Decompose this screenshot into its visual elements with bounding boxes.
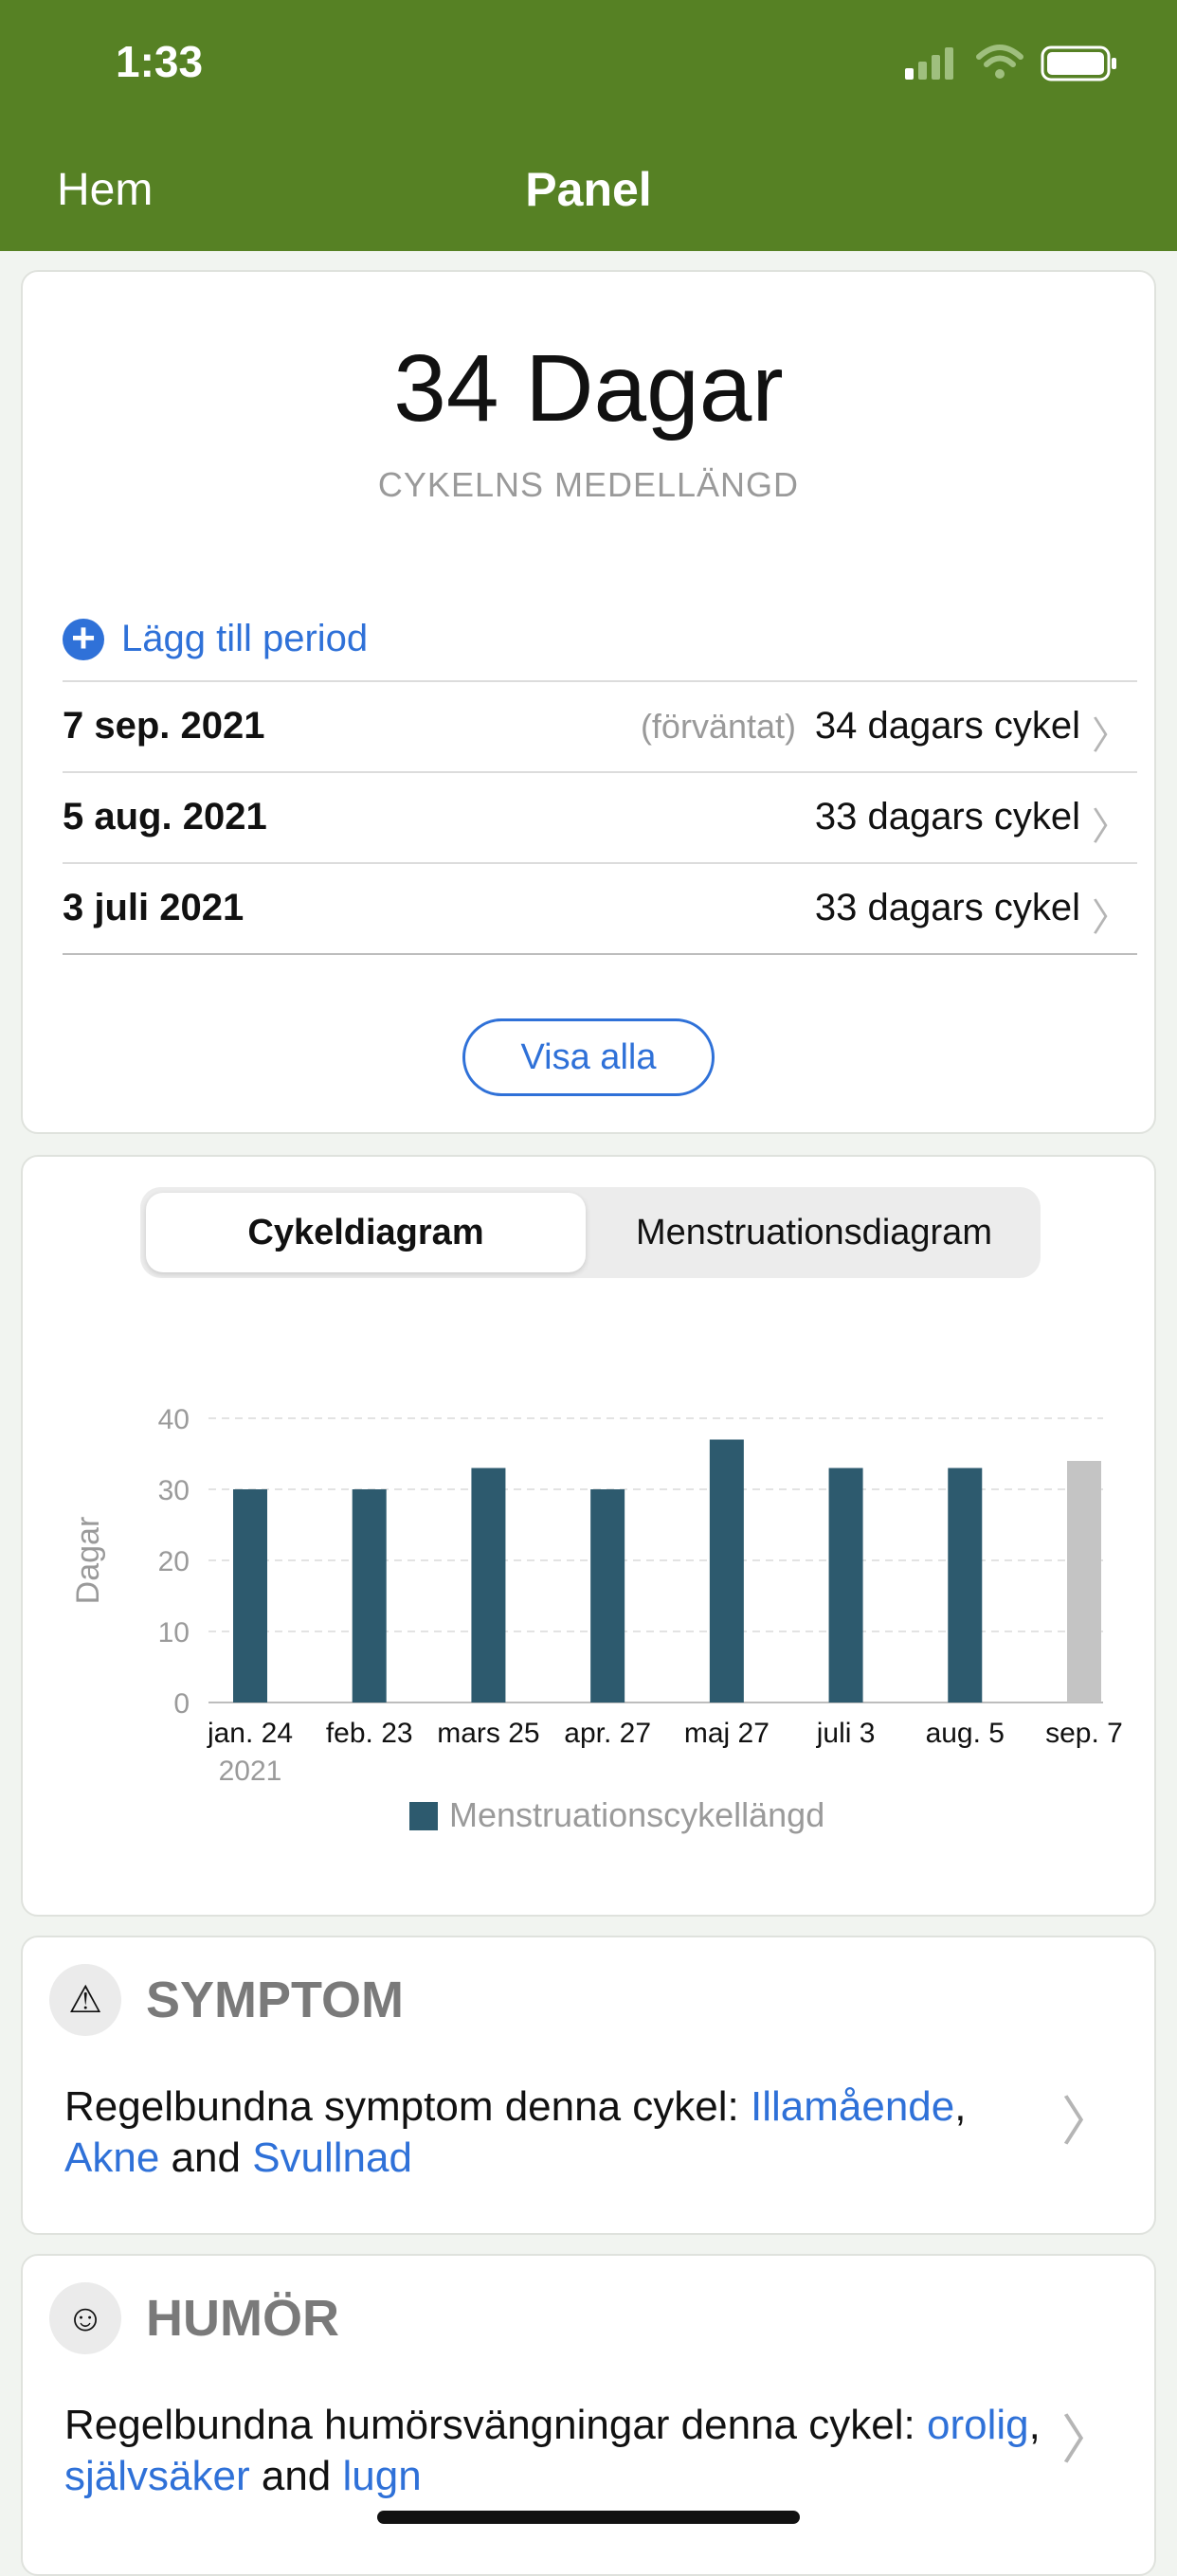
mood-intro: Regelbundna humörsvängningar denna cykel…	[64, 2402, 915, 2448]
legend-swatch	[409, 1802, 438, 1830]
y-axis-label: Dagar	[70, 1517, 106, 1605]
status-time: 1:33	[116, 37, 204, 86]
mood-card[interactable]: ☺ HUMÖR Regelbundna humörsvängningar den…	[21, 2254, 1156, 2576]
nav-bar: Hem Panel	[0, 128, 1177, 251]
y-tick-label: 10	[158, 1617, 190, 1648]
mood-title: HUMÖR	[146, 2290, 339, 2347]
mood-link[interactable]: orolig	[926, 2402, 1029, 2448]
average-cycle-length: 34 Dagar	[393, 335, 784, 441]
x-tick-label: apr. 27	[564, 1718, 651, 1749]
mood-icon: ☺	[49, 2282, 121, 2354]
add-period-button[interactable]: + Lägg till period	[63, 617, 369, 660]
conjunction: and	[261, 2453, 332, 2499]
symptom-link[interactable]: Illamående	[751, 2083, 955, 2130]
wifi-icon	[976, 45, 1023, 79]
period-date: 3 juli 2021	[63, 887, 244, 928]
chart-bar	[828, 1468, 863, 1702]
summary-card: 34 Dagar CYKELNS MEDELLÄNGD + Lägg till …	[21, 270, 1156, 1134]
y-tick-label: 30	[158, 1475, 190, 1506]
average-cycle-caption: CYKELNS MEDELLÄNGD	[377, 465, 800, 504]
mood-text: Regelbundna humörsvängningar denna cykel…	[64, 2400, 1041, 2502]
chevron-right-icon: 〉	[1092, 806, 1130, 848]
x-year-label: 2021	[219, 1756, 282, 1787]
cycle-length: 34 dagars cykel	[814, 705, 1080, 747]
mood-link[interactable]: självsäker	[64, 2453, 250, 2499]
y-tick-label: 40	[158, 1404, 190, 1435]
x-tick-label: mars 25	[437, 1718, 539, 1749]
period-date: 5 aug. 2021	[63, 796, 267, 838]
mood-link[interactable]: lugn	[342, 2453, 422, 2499]
chevron-right-icon: 〉	[1061, 2410, 1114, 2470]
symptom-text: Regelbundna symptom denna cykel: Illamåe…	[64, 2081, 1041, 2184]
chart-bar	[709, 1439, 744, 1702]
symptom-link[interactable]: Akne	[64, 2135, 160, 2181]
divider	[63, 862, 1137, 864]
period-row[interactable]: 5 aug. 2021 33 dagars cykel 〉	[63, 773, 1137, 862]
chevron-right-icon: 〉	[1092, 897, 1130, 939]
tab-menstruation-chart[interactable]: Menstruationsdiagram	[636, 1213, 992, 1252]
cycle-length: 33 dagars cykel	[814, 887, 1080, 928]
show-all-button[interactable]: Visa alla	[462, 1018, 715, 1096]
x-tick-label: sep. 7	[1045, 1718, 1123, 1749]
chart-segmented-control: Cykeldiagram Menstruationsdiagram	[140, 1187, 1041, 1278]
chart-bar	[590, 1489, 625, 1702]
page-title: Panel	[525, 163, 652, 216]
conjunction: and	[171, 2135, 241, 2181]
chart-bar	[233, 1489, 267, 1702]
separator: ,	[954, 2083, 967, 2130]
chart-bar	[471, 1468, 506, 1702]
x-tick-label: juli 3	[816, 1718, 876, 1749]
symptom-intro: Regelbundna symptom denna cykel:	[64, 2083, 739, 2130]
legend-label: Menstruationscykellängd	[449, 1795, 824, 1834]
battery-icon	[1041, 45, 1116, 81]
expected-note: (förväntat)	[640, 707, 796, 746]
chart-bar	[1067, 1461, 1101, 1702]
signal-icon	[905, 47, 953, 80]
x-tick-label: jan. 24	[207, 1718, 293, 1749]
symptom-icon: ⚠	[49, 1964, 121, 2036]
symptom-card[interactable]: ⚠ SYMPTOM Regelbundna symptom denna cyke…	[21, 1936, 1156, 2235]
home-indicator	[377, 2511, 800, 2524]
x-tick-label: aug. 5	[926, 1718, 1005, 1749]
symptom-title: SYMPTOM	[146, 1972, 405, 2028]
cycle-bar-chart: 0 10 20 30 40 Dagar jan. 24 feb. 23 mars 25 apr. …	[70, 1404, 1123, 1834]
chart-bar	[352, 1489, 387, 1702]
separator: ,	[1028, 2402, 1041, 2448]
x-tick-label: feb. 23	[326, 1718, 413, 1749]
back-button[interactable]: Hem	[57, 165, 154, 215]
x-tick-label: maj 27	[684, 1718, 770, 1749]
chart-bar	[948, 1468, 983, 1702]
chevron-right-icon: 〉	[1061, 2092, 1114, 2152]
period-row[interactable]: 7 sep. 2021 (förväntat) 34 dagars cykel …	[63, 682, 1137, 771]
y-tick-label: 0	[173, 1688, 190, 1720]
divider	[63, 771, 1137, 773]
y-tick-label: 20	[158, 1546, 190, 1577]
tab-cycle-chart[interactable]: Cykeldiagram	[146, 1193, 586, 1272]
period-row[interactable]: 3 juli 2021 33 dagars cykel 〉	[63, 864, 1137, 953]
chart-card: Cykeldiagram Menstruationsdiagram 0 10 20 3…	[21, 1155, 1156, 1917]
add-period-label: Lägg till period	[121, 618, 369, 659]
chevron-right-icon: 〉	[1092, 715, 1130, 757]
period-date: 7 sep. 2021	[63, 705, 265, 747]
divider	[63, 953, 1137, 955]
plus-icon: +	[63, 617, 104, 660]
status-bar: 1:33	[0, 0, 1177, 128]
symptom-link[interactable]: Svullnad	[252, 2135, 412, 2181]
divider	[63, 680, 1137, 682]
cycle-length: 33 dagars cykel	[814, 796, 1080, 838]
